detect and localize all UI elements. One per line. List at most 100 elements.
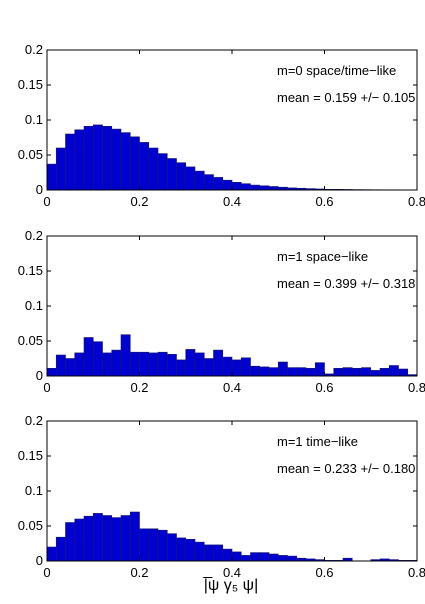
histogram-bar xyxy=(370,370,381,377)
histogram-bar xyxy=(250,552,261,562)
histogram-bar xyxy=(305,367,316,377)
histogram-bar xyxy=(314,362,325,377)
histogram-bar xyxy=(55,354,66,377)
y-tick-label: 0.2 xyxy=(25,413,43,428)
x-tick-label: 0.4 xyxy=(223,380,241,395)
histogram-bar xyxy=(277,555,288,562)
histogram-bar xyxy=(129,136,140,191)
x-tick-label: 0.2 xyxy=(130,194,148,209)
panel-annotation-mean: mean = 0.159 +/− 0.105 xyxy=(277,90,415,105)
histogram-bar xyxy=(92,341,103,377)
histogram-bar xyxy=(287,555,298,562)
histogram-bar xyxy=(268,186,279,191)
x-tick-label: 0 xyxy=(43,380,50,395)
histogram-bar xyxy=(361,367,372,377)
histogram-bar xyxy=(55,147,66,191)
y-tick-label: 0.2 xyxy=(25,42,43,57)
histogram-bar xyxy=(222,548,233,562)
histogram-bar xyxy=(240,183,251,191)
histogram-panel-m1-space: 0 0.2 0.4 0.6 0.8 0 0.05 0.1 0.15 0.2 m=1 space−li… xyxy=(18,228,425,395)
histogram-bar xyxy=(129,351,140,377)
x-tick-label: 0 xyxy=(43,565,50,580)
y-tick-label: 0.1 xyxy=(25,483,43,498)
histogram-bar xyxy=(157,153,168,191)
x-tick-label: 0.6 xyxy=(315,194,333,209)
histogram-bar xyxy=(83,126,94,191)
y-tick-label: 0.15 xyxy=(18,448,43,463)
histogram-bar xyxy=(74,518,85,562)
y-tick-label: 0.2 xyxy=(25,228,43,243)
histogram-bar xyxy=(231,551,242,562)
histogram-bar xyxy=(83,515,94,562)
histogram-bar xyxy=(176,359,187,377)
y-tick-label: 0 xyxy=(36,182,43,197)
histogram-bar xyxy=(46,546,57,562)
histogram-bar xyxy=(194,541,205,562)
histogram-bar xyxy=(102,126,113,191)
y-tick-label: 0.1 xyxy=(25,298,43,313)
histogram-bar xyxy=(250,184,261,191)
x-tick-label: 0.8 xyxy=(408,194,425,209)
histogram-bar xyxy=(139,528,150,562)
histogram-bar xyxy=(102,515,113,562)
y-tick-label: 0.05 xyxy=(18,518,43,533)
histogram-bar xyxy=(259,366,270,377)
histogram-bar xyxy=(111,128,122,191)
histogram-bar xyxy=(203,358,214,377)
histogram-bar xyxy=(398,368,409,377)
histogram-bar xyxy=(185,349,196,377)
y-tick-label: 0 xyxy=(36,553,43,568)
x-tick-label: 0.6 xyxy=(315,380,333,395)
histogram-bar xyxy=(231,182,242,191)
panel-annotation-mean: mean = 0.233 +/− 0.180 xyxy=(277,461,415,476)
histogram-bar xyxy=(213,349,224,377)
histogram-bar xyxy=(185,166,196,191)
histogram-bar xyxy=(148,147,159,191)
histogram-bar xyxy=(120,515,131,562)
histogram-bar xyxy=(55,536,66,562)
histogram-bar xyxy=(120,132,131,191)
x-tick-label: 0.4 xyxy=(223,565,241,580)
histogram-bar xyxy=(92,513,103,562)
histogram-bar xyxy=(222,179,233,191)
histogram-bar xyxy=(342,367,353,377)
histogram-bar xyxy=(111,349,122,377)
y-tick-label: 0.05 xyxy=(18,333,43,348)
histogram-bar xyxy=(157,529,168,562)
histogram-bar xyxy=(102,352,113,377)
histogram-bar xyxy=(231,359,242,377)
x-tick-label: 0.6 xyxy=(315,565,333,580)
histogram-bar xyxy=(148,352,159,377)
histogram-bar xyxy=(120,334,131,377)
histogram-bar xyxy=(379,367,390,377)
histogram-bar xyxy=(65,133,76,191)
histogram-bar xyxy=(259,552,270,562)
x-tick-label: 0.2 xyxy=(130,565,148,580)
histogram-bar xyxy=(139,142,150,191)
histogram-bar xyxy=(203,544,214,562)
histogram-bar xyxy=(333,367,344,377)
histogram-bar xyxy=(46,367,57,377)
histogram-bar xyxy=(157,351,168,377)
x-tick-label: 0 xyxy=(43,194,50,209)
histogram-bar xyxy=(129,511,140,562)
histogram-bar xyxy=(277,361,288,377)
y-tick-label: 0.15 xyxy=(18,77,43,92)
histogram-bar xyxy=(166,158,177,191)
panel-annotation-label: m=0 space/time−like xyxy=(277,63,396,78)
histogram-bar xyxy=(213,544,224,562)
histogram-bar xyxy=(194,170,205,191)
histogram-bar xyxy=(287,367,298,377)
x-axis-label: |̅ψ γ₅ ψ| xyxy=(203,576,258,594)
y-tick-label: 0 xyxy=(36,368,43,383)
x-tick-label: 0.8 xyxy=(408,380,425,395)
histogram-bar xyxy=(222,356,233,377)
panel-annotation-mean: mean = 0.399 +/− 0.318 xyxy=(277,276,415,291)
histogram-bar xyxy=(148,528,159,562)
histogram-bar xyxy=(268,553,279,562)
histogram-bar xyxy=(176,162,187,191)
histogram-bar xyxy=(240,555,251,562)
histogram-bar xyxy=(250,365,261,377)
histogram-bar xyxy=(296,367,307,377)
